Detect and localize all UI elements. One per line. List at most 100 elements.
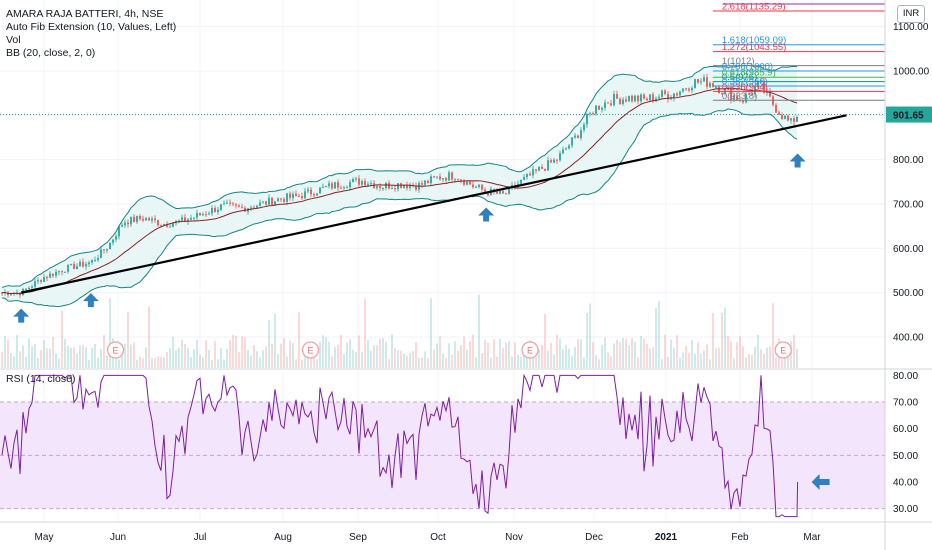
volume-bar (775, 357, 777, 368)
volume-bar (553, 354, 555, 368)
volume-bar (619, 342, 621, 368)
fib-indicator-label[interactable]: Auto Fib Extension (10, Values, Left) (6, 21, 177, 33)
candle-body (622, 99, 624, 104)
candle-body (502, 190, 504, 194)
volume-bar (85, 347, 87, 368)
volume-bar (487, 342, 489, 368)
candle-body (448, 172, 450, 181)
candle-body (667, 93, 669, 100)
volume-bar (499, 338, 501, 368)
volume-bar (1, 351, 3, 368)
volume-bar (691, 340, 693, 368)
candle-body (100, 249, 102, 259)
candle-body (580, 130, 582, 139)
volume-bar (334, 346, 336, 368)
volume-bar (667, 356, 669, 368)
candle-body (106, 249, 108, 251)
volume-bar (394, 347, 396, 368)
candle-body (10, 294, 12, 296)
volume-bar (142, 358, 144, 368)
candle-body (541, 166, 543, 169)
candle-body (346, 187, 348, 189)
rsi-indicator-label[interactable]: RSI (14, close) (6, 373, 76, 385)
candle-body (178, 220, 180, 222)
volume-bar (271, 343, 273, 368)
up-arrow-icon (82, 293, 99, 308)
candle-body (145, 218, 147, 221)
volume-bar (646, 343, 648, 368)
volume-bar (331, 356, 333, 368)
candle-body (439, 176, 441, 180)
candle-body (25, 288, 27, 290)
candle-body (319, 187, 321, 194)
earnings-circle (301, 341, 320, 359)
volume-bar (709, 359, 711, 368)
volume-bar (136, 359, 138, 368)
candle-body (562, 149, 564, 154)
up-arrow-icon (789, 153, 806, 168)
volume-bar (223, 359, 225, 368)
candle-body (112, 239, 114, 243)
candle-body (82, 261, 84, 267)
volume-bar (181, 339, 183, 368)
volume-bar (58, 358, 60, 368)
chart-title[interactable]: AMARA RAJA BATTERI, 4h, NSE (6, 8, 164, 20)
volume-bar (124, 343, 126, 368)
volume-bar (460, 345, 462, 368)
fib-level-label: 2.618(1135.29) (722, 1, 786, 12)
vol-indicator-label[interactable]: Vol (6, 34, 21, 46)
candle-body (688, 88, 690, 91)
candle-body (454, 179, 456, 181)
candle-body (478, 184, 480, 187)
volume-bar (355, 351, 357, 368)
candle-body (385, 183, 387, 188)
price-tick-label: 1100.00 (893, 22, 929, 33)
candle-body (91, 260, 93, 263)
time-tick-label: Dec (585, 532, 603, 543)
candle-body (457, 179, 459, 181)
candle-body (358, 178, 360, 185)
earnings-marker: E (106, 341, 125, 359)
volume-bar (160, 357, 162, 368)
volume-bar (67, 345, 69, 368)
volume-bar (325, 337, 327, 368)
volume-bar (694, 353, 696, 368)
volume-bar (193, 349, 195, 368)
candle-body (217, 209, 219, 213)
candle-body (184, 217, 186, 222)
volume-bar (664, 334, 666, 368)
time-tick-label: May (35, 532, 54, 543)
candle-body (649, 94, 651, 101)
volume-bar (97, 357, 99, 368)
volume-bar (571, 355, 573, 368)
candle-body (586, 114, 588, 125)
candle-body (565, 148, 567, 150)
volume-bar (13, 356, 15, 368)
currency-button[interactable]: INR (897, 5, 925, 23)
candle-body (211, 208, 213, 214)
candle-body (220, 204, 222, 210)
volume-bar (376, 345, 378, 368)
volume-bar (418, 358, 420, 368)
volume-bar (253, 345, 255, 368)
candle-body (103, 249, 105, 251)
volume-bar (79, 345, 81, 368)
candle-body (496, 191, 498, 194)
volume-bar (583, 357, 585, 368)
candle-body (475, 186, 477, 188)
volume-bar (469, 341, 471, 368)
candle-body (460, 179, 462, 181)
candle-body (682, 88, 684, 92)
candle-body (61, 271, 63, 273)
volume-bar (316, 359, 318, 368)
volume-bar (430, 298, 432, 368)
volume-bar (118, 359, 120, 368)
volume-bar (55, 353, 57, 368)
volume-bar (613, 343, 615, 368)
volume-bar (109, 298, 111, 368)
volume-bar (352, 349, 354, 368)
volume-bar (409, 352, 411, 368)
bb-indicator-label[interactable]: BB (20, close, 2, 0) (6, 47, 96, 59)
left-arrow-icon (811, 474, 830, 490)
earnings-label: E (527, 346, 533, 356)
